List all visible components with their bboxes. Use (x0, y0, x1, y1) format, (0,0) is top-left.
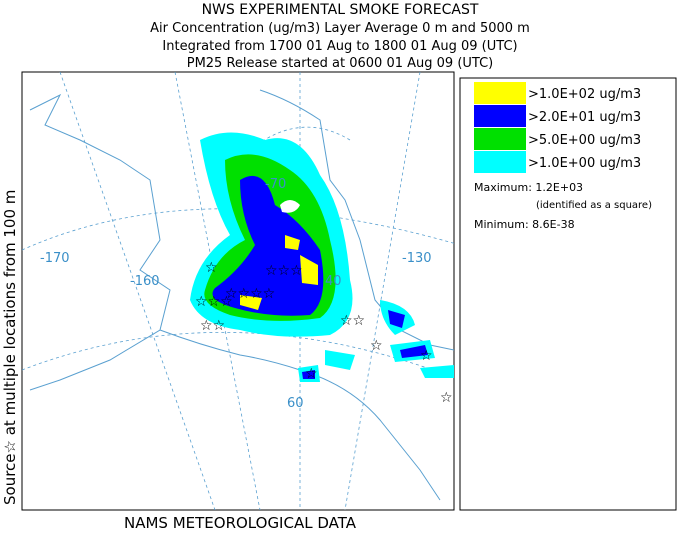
maximum: Maximum: 1.2E+03 (474, 181, 583, 194)
maximum-note: (identified as a square) (536, 200, 652, 211)
legend-swatch (474, 82, 526, 104)
legend-swatch (474, 151, 526, 173)
svg-text:☆: ☆ (420, 348, 433, 364)
svg-text:☆☆☆: ☆☆☆ (265, 263, 303, 279)
svg-text:☆☆: ☆☆ (200, 318, 225, 334)
footer: NAMS METEOROLOGICAL DATA (124, 514, 357, 532)
graticule-label: -160 (130, 274, 160, 289)
subtitle-line: Air Concentration (ug/m3) Layer Average … (150, 21, 530, 36)
svg-text:☆: ☆ (305, 366, 318, 382)
graticule-label: 60 (287, 396, 304, 411)
svg-text:☆☆☆: ☆☆☆ (195, 294, 233, 310)
svg-text:☆☆: ☆☆ (340, 313, 365, 329)
subtitle-line: PM25 Release started at 0600 01 Aug 09 (… (187, 56, 494, 71)
legend-label: >5.0E+00 ug/m3 (528, 133, 641, 148)
side-label: Source☆ at multiple locations from 100 m (1, 190, 19, 505)
graticule-label: -130 (402, 251, 432, 266)
svg-text:☆: ☆ (205, 260, 218, 276)
legend-label: >1.0E+00 ug/m3 (528, 156, 641, 171)
svg-text:☆: ☆ (370, 338, 383, 354)
legend: Maximum: 1.2E+03 (identified as a square… (459, 77, 677, 511)
graticule-label: 40 (325, 274, 342, 289)
legend-label: >2.0E+01 ug/m3 (528, 110, 641, 125)
map: ☆☆☆☆☆☆ ☆☆☆☆☆☆☆☆☆ ☆☆☆☆ -170 -160 40 -130 … (21, 71, 455, 511)
graticule-label: -70 (265, 177, 286, 192)
legend-label: >1.0E+02 ug/m3 (528, 87, 641, 102)
svg-text:☆☆☆☆: ☆☆☆☆ (225, 286, 275, 302)
svg-text:☆: ☆ (440, 390, 453, 406)
subtitle-line: Integrated from 1700 01 Aug to 1800 01 A… (162, 39, 517, 54)
legend-swatch (474, 105, 526, 127)
title: NWS EXPERIMENTAL SMOKE FORECAST (202, 2, 479, 18)
minimum: Minimum: 8.6E-38 (474, 218, 575, 231)
legend-swatch (474, 128, 526, 150)
graticule-label: -170 (40, 251, 70, 266)
